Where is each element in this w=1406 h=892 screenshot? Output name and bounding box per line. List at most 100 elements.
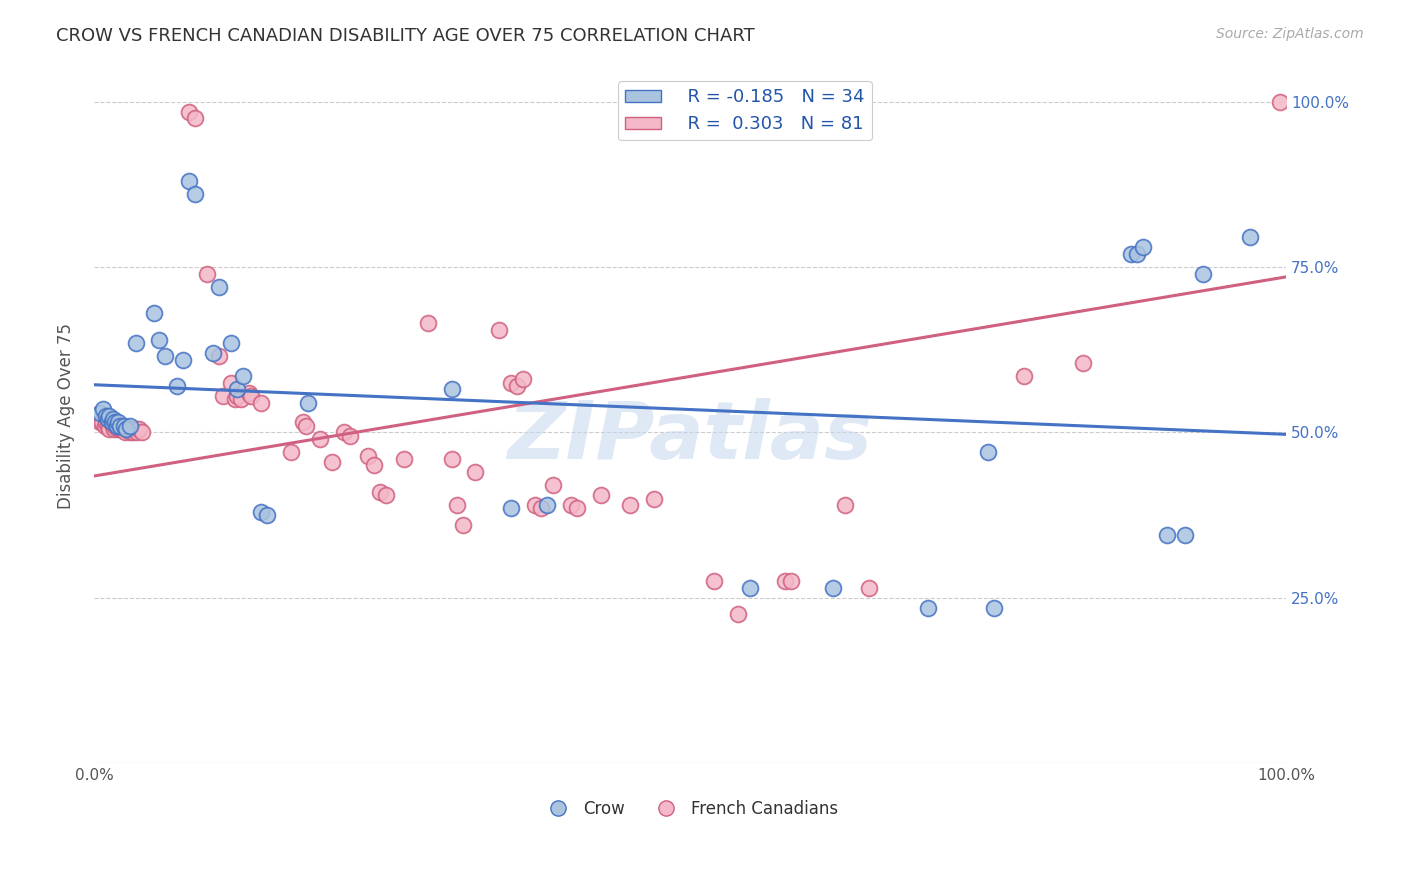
Text: Source: ZipAtlas.com: Source: ZipAtlas.com	[1216, 27, 1364, 41]
Point	[501, 376, 523, 390]
Point	[108, 418, 131, 433]
Point	[111, 418, 134, 433]
Point	[101, 412, 124, 426]
Point	[114, 425, 136, 440]
Text: CROW VS FRENCH CANADIAN DISABILITY AGE OVER 75 CORRELATION CHART: CROW VS FRENCH CANADIAN DISABILITY AGE O…	[56, 27, 755, 45]
Point	[1174, 528, 1197, 542]
Point	[453, 518, 475, 533]
Point	[560, 498, 582, 512]
Point	[238, 385, 260, 400]
Point	[983, 600, 1005, 615]
Point	[775, 574, 797, 589]
Point	[115, 422, 138, 436]
Point	[1268, 95, 1291, 109]
Y-axis label: Disability Age Over 75: Disability Age Over 75	[58, 323, 75, 508]
Point	[295, 418, 318, 433]
Point	[240, 389, 263, 403]
Point	[375, 488, 398, 502]
Point	[219, 336, 242, 351]
Point	[98, 422, 121, 436]
Point	[339, 428, 361, 442]
Point	[94, 409, 117, 423]
Point	[208, 280, 231, 294]
Point	[446, 498, 468, 512]
Point	[101, 416, 124, 430]
Point	[104, 416, 127, 430]
Point	[250, 395, 273, 409]
Point	[124, 422, 146, 436]
Point	[250, 505, 273, 519]
Point	[1119, 246, 1142, 260]
Point	[118, 418, 141, 433]
Point	[122, 425, 145, 440]
Point	[219, 376, 242, 390]
Point	[91, 416, 114, 430]
Point	[416, 316, 439, 330]
Point	[1239, 230, 1261, 244]
Point	[392, 451, 415, 466]
Point	[89, 416, 111, 430]
Point	[148, 333, 170, 347]
Point	[172, 352, 194, 367]
Point	[977, 445, 1000, 459]
Point	[125, 425, 148, 440]
Point	[738, 581, 761, 595]
Point	[619, 498, 641, 512]
Point	[166, 379, 188, 393]
Point	[107, 422, 129, 436]
Point	[131, 425, 153, 440]
Point	[488, 323, 510, 337]
Point	[1191, 267, 1213, 281]
Point	[184, 187, 207, 202]
Point	[105, 418, 128, 433]
Text: ZIPatlas: ZIPatlas	[508, 398, 873, 475]
Point	[501, 501, 523, 516]
Point	[703, 574, 725, 589]
Point	[256, 508, 278, 522]
Point	[506, 379, 529, 393]
Point	[440, 451, 463, 466]
Point	[104, 418, 127, 433]
Point	[440, 383, 463, 397]
Point	[226, 383, 249, 397]
Point	[363, 458, 385, 473]
Point	[780, 574, 803, 589]
Point	[858, 581, 880, 595]
Point	[834, 498, 856, 512]
Point	[1071, 356, 1094, 370]
Point	[232, 369, 254, 384]
Point	[155, 349, 177, 363]
Point	[589, 488, 612, 502]
Point	[229, 392, 252, 407]
Point	[117, 422, 139, 436]
Point	[118, 425, 141, 440]
Point	[1132, 240, 1154, 254]
Point	[821, 581, 844, 595]
Point	[101, 418, 124, 433]
Point	[226, 389, 249, 403]
Point	[89, 405, 111, 419]
Point	[179, 104, 201, 119]
Point	[202, 346, 225, 360]
Point	[333, 425, 356, 440]
Point	[291, 416, 314, 430]
Point	[142, 306, 165, 320]
Point	[357, 449, 380, 463]
Point	[110, 422, 132, 436]
Point	[1012, 369, 1035, 384]
Point	[224, 392, 246, 407]
Point	[917, 600, 939, 615]
Point	[121, 422, 143, 436]
Point	[1156, 528, 1178, 542]
Point	[93, 402, 115, 417]
Point	[179, 174, 201, 188]
Point	[643, 491, 665, 506]
Point	[1126, 246, 1149, 260]
Point	[211, 389, 233, 403]
Legend: Crow, French Canadians: Crow, French Canadians	[534, 793, 845, 824]
Point	[512, 372, 534, 386]
Point	[565, 501, 588, 516]
Point	[208, 349, 231, 363]
Point	[184, 111, 207, 125]
Point	[368, 484, 391, 499]
